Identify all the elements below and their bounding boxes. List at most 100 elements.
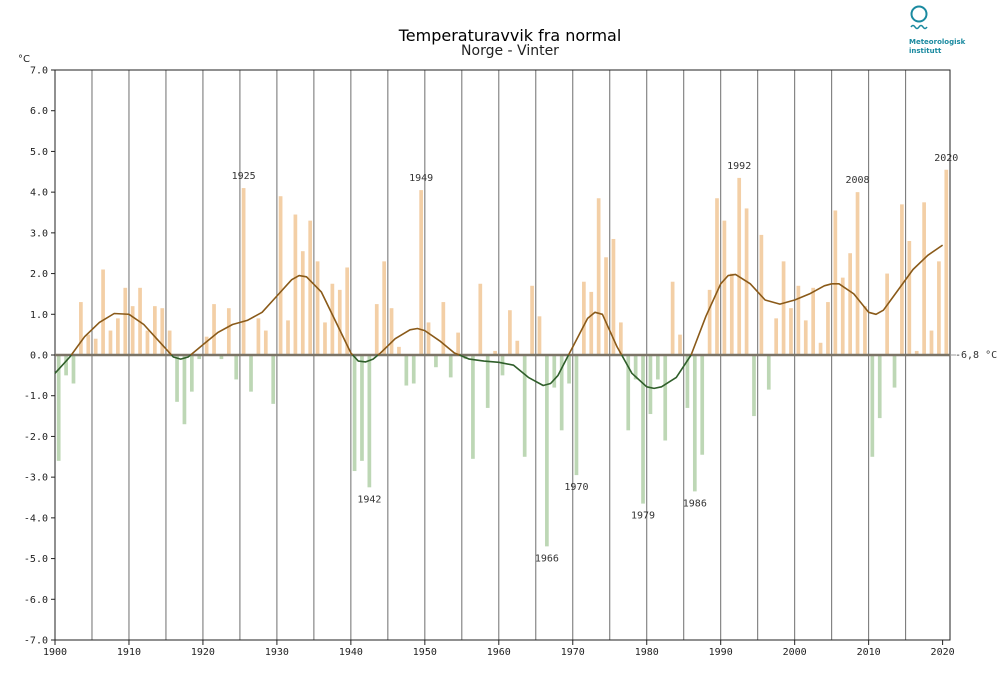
bar-1972 xyxy=(589,291,594,355)
bar-1964 xyxy=(530,285,534,355)
bar-2004 xyxy=(826,302,830,355)
y-tick-label: -4.0 xyxy=(24,513,48,524)
annotation-1970: 1970 xyxy=(564,482,588,493)
x-tick-label: 1930 xyxy=(265,647,289,658)
bar-1951 xyxy=(434,355,438,368)
bar-1900 xyxy=(56,355,61,461)
bar-1968 xyxy=(559,355,564,431)
bar-2016 xyxy=(914,350,919,355)
x-tick-label: 1960 xyxy=(487,647,511,658)
bar-2012 xyxy=(885,273,889,355)
bar-1928 xyxy=(263,330,268,355)
y-tick-label: -1.0 xyxy=(24,391,48,402)
bar-1949 xyxy=(419,190,423,355)
logo-line1: Meteorologisk xyxy=(909,38,966,46)
x-tick-label: 1970 xyxy=(561,647,585,658)
bar-1963 xyxy=(522,355,527,457)
bar-1927 xyxy=(256,318,261,355)
bar-1906 xyxy=(101,269,105,355)
chart-subtitle: Norge - Vinter xyxy=(461,43,559,59)
x-tick-label: 1950 xyxy=(413,647,437,658)
smoothed-curve-segment xyxy=(190,274,354,356)
bar-1958 xyxy=(485,355,490,408)
bar-1938 xyxy=(337,289,342,355)
x-tick-label: 1920 xyxy=(191,647,215,658)
bar-1998 xyxy=(781,261,786,355)
bar-1941 xyxy=(360,355,364,461)
bar-1967 xyxy=(552,355,557,388)
bar-1991 xyxy=(729,273,734,355)
bar-1908 xyxy=(116,318,120,355)
bar-1950 xyxy=(426,322,431,355)
x-tick-label: 1980 xyxy=(635,647,659,658)
bar-1966 xyxy=(545,355,549,547)
x-tick-label: 2000 xyxy=(783,647,807,658)
annotation-1925: 1925 xyxy=(232,171,256,182)
bar-1947 xyxy=(404,355,409,386)
bar-1944 xyxy=(382,261,387,355)
x-tick-label: 2020 xyxy=(931,647,955,658)
bar-2002 xyxy=(811,287,816,355)
x-tick-label: 1900 xyxy=(43,647,67,658)
smoothed-curve-segment xyxy=(621,354,692,390)
bar-1975 xyxy=(611,238,616,355)
bar-1979 xyxy=(641,355,645,504)
chart-title: Temperaturavvik fra normal xyxy=(398,26,622,45)
bar-1988 xyxy=(707,289,712,355)
bar-2000 xyxy=(796,285,801,355)
bar-2019 xyxy=(937,261,941,355)
bar-1919 xyxy=(197,355,202,360)
bar-2010 xyxy=(870,355,875,457)
bar-1976 xyxy=(618,322,623,355)
bar-1986 xyxy=(692,355,697,492)
bar-1999 xyxy=(789,308,793,355)
smoothed-curve-segment xyxy=(459,354,570,387)
y-tick-label: -2.0 xyxy=(24,432,48,443)
bar-1970 xyxy=(574,355,579,476)
bar-1985 xyxy=(685,355,690,408)
smoothed-curve-segment xyxy=(377,327,460,356)
y-tick-label: -3.0 xyxy=(24,473,48,484)
bar-1943 xyxy=(374,304,379,355)
bar-1913 xyxy=(153,306,157,355)
smoothed-curve-segment xyxy=(690,244,944,356)
bar-2009 xyxy=(863,306,867,355)
bar-1922 xyxy=(219,355,224,360)
bar-1901 xyxy=(64,355,68,376)
bar-1923 xyxy=(226,308,231,355)
bar-1982 xyxy=(663,355,668,441)
logo-line2: institutt xyxy=(909,47,942,55)
bar-1931 xyxy=(286,320,290,355)
bar-1940 xyxy=(352,355,357,472)
y-tick-label: -7.0 xyxy=(24,636,48,647)
bar-1937 xyxy=(330,283,335,355)
bar-1933 xyxy=(300,251,305,355)
bar-1959 xyxy=(493,350,497,355)
logo-circle-icon xyxy=(910,5,928,23)
bar-1939 xyxy=(345,267,350,355)
bar-1969 xyxy=(567,355,571,384)
bar-1903 xyxy=(79,302,83,355)
bar-1996 xyxy=(766,355,771,390)
logo-wave-icon xyxy=(910,24,928,30)
y-tick-label: 7.0 xyxy=(30,66,48,77)
bar-2008 xyxy=(855,192,860,355)
bar-1987 xyxy=(700,355,705,455)
annotation-1942: 1942 xyxy=(357,494,381,505)
bar-1924 xyxy=(234,355,239,380)
bar-1942 xyxy=(367,355,372,488)
x-tick-label: 1990 xyxy=(709,647,733,658)
bar-1962 xyxy=(515,340,520,355)
smoothed-curve-segment xyxy=(54,354,72,374)
y-tick-label: 2.0 xyxy=(30,269,48,280)
bar-1965 xyxy=(537,316,542,355)
bar-1952 xyxy=(441,302,446,355)
bar-1997 xyxy=(774,318,779,355)
bar-1910 xyxy=(130,306,135,355)
bar-1904 xyxy=(86,334,91,355)
bar-1974 xyxy=(604,257,608,355)
bar-1932 xyxy=(293,214,298,355)
met-logo: Meteorologisk institutt xyxy=(909,5,966,55)
bar-1934 xyxy=(308,220,313,355)
